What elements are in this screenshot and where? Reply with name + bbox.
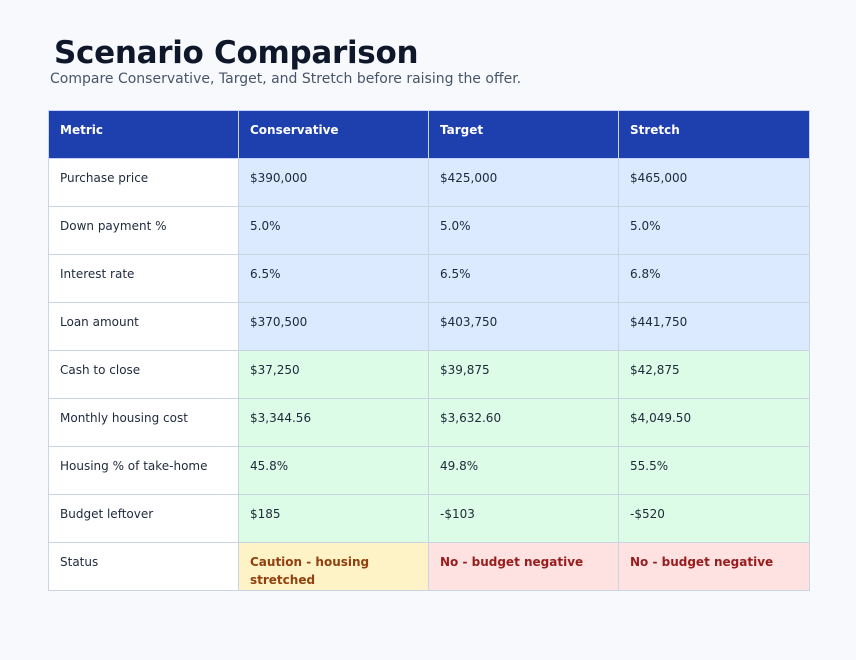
row-label: Purchase price — [48, 158, 239, 207]
table-row: Interest rate 6.5% 6.5% 6.8% — [48, 254, 810, 303]
table-cell: $425,000 — [428, 158, 619, 207]
table-cell: $4,049.50 — [618, 398, 810, 447]
row-label: Housing % of take-home — [48, 446, 239, 495]
row-label: Status — [48, 542, 239, 591]
column-header-target: Target — [428, 110, 619, 159]
row-label: Loan amount — [48, 302, 239, 351]
table-cell: $465,000 — [618, 158, 810, 207]
table-cell: 5.0% — [238, 206, 429, 255]
row-label: Budget leftover — [48, 494, 239, 543]
scenario-comparison-table: Metric Conservative Target Stretch Purch… — [48, 110, 810, 591]
row-label: Monthly housing cost — [48, 398, 239, 447]
status-badge-target: No - budget negative — [428, 542, 619, 591]
table-row: Cash to close $37,250 $39,875 $42,875 — [48, 350, 810, 399]
table-row: Down payment % 5.0% 5.0% 5.0% — [48, 206, 810, 255]
table-cell: 6.5% — [238, 254, 429, 303]
table-row-status: Status Caution - housing stretched No - … — [48, 542, 810, 591]
table-cell: 5.0% — [618, 206, 810, 255]
row-label: Down payment % — [48, 206, 239, 255]
table-cell: $403,750 — [428, 302, 619, 351]
column-header-metric: Metric — [48, 110, 239, 159]
table-header-row: Metric Conservative Target Stretch — [48, 110, 810, 159]
table-cell: -$520 — [618, 494, 810, 543]
table-cell: $37,250 — [238, 350, 429, 399]
table-cell: $441,750 — [618, 302, 810, 351]
table-row: Budget leftover $185 -$103 -$520 — [48, 494, 810, 543]
table-cell: $185 — [238, 494, 429, 543]
table-row: Housing % of take-home 45.8% 49.8% 55.5% — [48, 446, 810, 495]
table-cell: $370,500 — [238, 302, 429, 351]
table-cell: -$103 — [428, 494, 619, 543]
table-cell: 6.5% — [428, 254, 619, 303]
table-cell: 45.8% — [238, 446, 429, 495]
table-row: Loan amount $370,500 $403,750 $441,750 — [48, 302, 810, 351]
column-header-conservative: Conservative — [238, 110, 429, 159]
row-label: Cash to close — [48, 350, 239, 399]
table-cell: $3,632.60 — [428, 398, 619, 447]
status-badge-conservative: Caution - housing stretched — [238, 542, 429, 591]
table-cell: 49.8% — [428, 446, 619, 495]
row-label: Interest rate — [48, 254, 239, 303]
table-cell: $3,344.56 — [238, 398, 429, 447]
column-header-stretch: Stretch — [618, 110, 810, 159]
table-cell: 55.5% — [618, 446, 810, 495]
table-cell: 5.0% — [428, 206, 619, 255]
page-subtitle: Compare Conservative, Target, and Stretc… — [50, 71, 522, 87]
table-cell: 6.8% — [618, 254, 810, 303]
table-cell: $42,875 — [618, 350, 810, 399]
status-badge-stretch: No - budget negative — [618, 542, 810, 591]
table-cell: $39,875 — [428, 350, 619, 399]
page-title: Scenario Comparison — [54, 35, 419, 71]
table-row: Purchase price $390,000 $425,000 $465,00… — [48, 158, 810, 207]
table-row: Monthly housing cost $3,344.56 $3,632.60… — [48, 398, 810, 447]
table-cell: $390,000 — [238, 158, 429, 207]
